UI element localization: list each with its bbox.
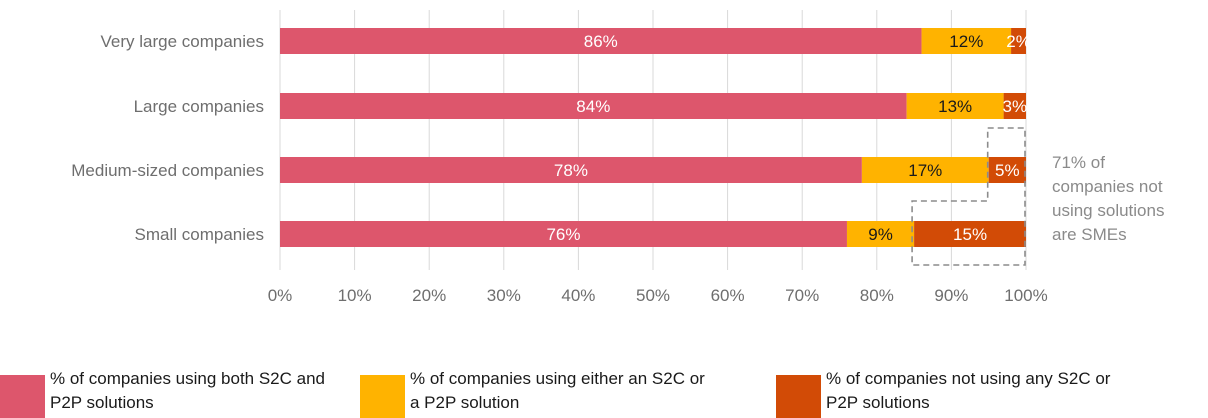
category-label-small-companies: Small companies — [135, 225, 264, 244]
category-label-medium-sized-companies: Medium-sized companies — [71, 161, 264, 180]
x-tick-label-60: 60% — [711, 286, 745, 305]
annotation-line-4: are SMEs — [1052, 225, 1127, 244]
x-tick-label-20: 20% — [412, 286, 446, 305]
bar-none-medium-sized-companies — [988, 157, 1026, 183]
x-tick-label-50: 50% — [636, 286, 670, 305]
x-tick-label-90: 90% — [934, 286, 968, 305]
data-label-both-medium-sized-companies: 78% — [554, 161, 588, 180]
x-axis-tick-labels: 0% 10% 20% 30% 40% 50% 60% 70% 80% 90% 100% — [268, 286, 1048, 305]
x-tick-label-70: 70% — [785, 286, 819, 305]
legend-swatch-both — [0, 375, 45, 418]
bar-either-small-companies — [846, 221, 915, 247]
x-tick-label-10: 10% — [338, 286, 372, 305]
category-label-large-companies: Large companies — [134, 97, 264, 116]
category-labels: Very large companies Large companies Mediu… — [71, 32, 264, 244]
x-tick-label-0: 0% — [268, 286, 293, 305]
bar-both-medium-sized-companies — [280, 157, 862, 183]
bar-none-large-companies — [1003, 93, 1026, 119]
bar-either-very-large-companies — [921, 28, 1012, 54]
x-tick-label-40: 40% — [561, 286, 595, 305]
data-label-none-medium-sized-companies: 5% — [995, 161, 1020, 180]
bar-either-medium-sized-companies — [861, 157, 989, 183]
x-tick-label-80: 80% — [860, 286, 894, 305]
data-label-none-small-companies: 15% — [953, 225, 987, 244]
annotation-line-3: using solutions — [1052, 201, 1164, 220]
data-label-both-small-companies: 76% — [546, 225, 580, 244]
annotation-line-2: companies not — [1052, 177, 1163, 196]
annotation: 71% of companies not using solutions are SM… — [911, 127, 1164, 266]
data-label-both-very-large-companies: 86% — [584, 32, 618, 51]
legend-swatch-either — [360, 375, 405, 418]
data-label-either-small-companies: 9% — [868, 225, 893, 244]
legend-label-either: % of companies using either an S2C or a … — [410, 369, 705, 412]
data-label-none-very-large-companies: 2% — [1006, 32, 1031, 51]
legend: % of companies using both S2C and P2P so… — [0, 367, 1208, 418]
bar-none-very-large-companies — [1011, 28, 1026, 54]
data-label-either-very-large-companies: 12% — [949, 32, 983, 51]
category-label-very-large-companies: Very large companies — [101, 32, 264, 51]
bar-both-very-large-companies — [280, 28, 922, 54]
data-label-either-large-companies: 13% — [938, 97, 972, 116]
bar-both-large-companies — [280, 93, 907, 119]
bar-both-small-companies — [280, 221, 847, 247]
legend-label-both: % of companies using both S2C and P2P so… — [50, 369, 326, 412]
bars: 86% 12% 2% 84% 13% 3% 78% 17% 5% 76% 9% 15% — [280, 28, 1031, 247]
stacked-bar-chart: 86% 12% 2% 84% 13% 3% 78% 17% 5% 76% 9% 15% Very la… — [71, 10, 1164, 305]
bar-none-small-companies — [914, 221, 1026, 247]
legend-label-none: % of companies not using any S2C or P2P … — [826, 369, 1111, 412]
bar-either-large-companies — [906, 93, 1004, 119]
legend-swatch-none — [776, 375, 821, 418]
annotation-line-1: 71% of — [1052, 153, 1105, 172]
x-tick-label-100: 100% — [1004, 286, 1047, 305]
data-label-both-large-companies: 84% — [576, 97, 610, 116]
data-label-none-large-companies: 3% — [1003, 97, 1028, 116]
data-label-either-medium-sized-companies: 17% — [908, 161, 942, 180]
x-tick-label-30: 30% — [487, 286, 521, 305]
